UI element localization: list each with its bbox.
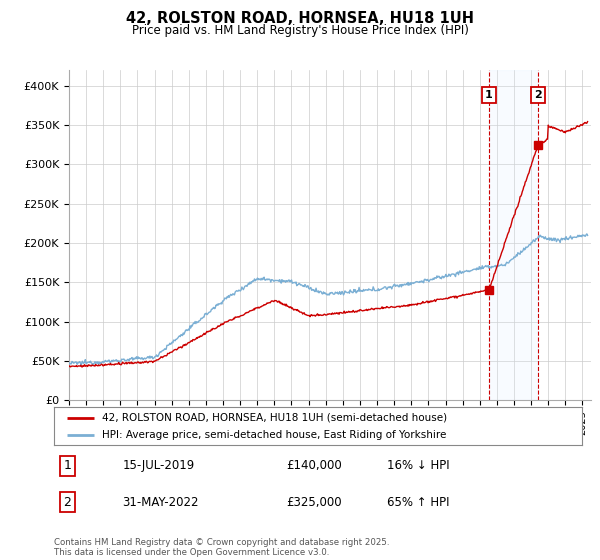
Text: 31-MAY-2022: 31-MAY-2022 (122, 496, 199, 508)
Text: HPI: Average price, semi-detached house, East Riding of Yorkshire: HPI: Average price, semi-detached house,… (101, 430, 446, 440)
Text: 1: 1 (63, 459, 71, 472)
Text: 42, ROLSTON ROAD, HORNSEA, HU18 1UH (semi-detached house): 42, ROLSTON ROAD, HORNSEA, HU18 1UH (sem… (101, 413, 446, 423)
Text: 1: 1 (485, 90, 493, 100)
Text: 65% ↑ HPI: 65% ↑ HPI (386, 496, 449, 508)
Text: 16% ↓ HPI: 16% ↓ HPI (386, 459, 449, 472)
Text: 42, ROLSTON ROAD, HORNSEA, HU18 1UH: 42, ROLSTON ROAD, HORNSEA, HU18 1UH (126, 11, 474, 26)
Text: Contains HM Land Registry data © Crown copyright and database right 2025.
This d: Contains HM Land Registry data © Crown c… (54, 538, 389, 557)
Text: 15-JUL-2019: 15-JUL-2019 (122, 459, 195, 472)
Text: £325,000: £325,000 (286, 496, 342, 508)
Text: 2: 2 (534, 90, 542, 100)
Text: 2: 2 (63, 496, 71, 508)
Text: Price paid vs. HM Land Registry's House Price Index (HPI): Price paid vs. HM Land Registry's House … (131, 24, 469, 37)
Text: £140,000: £140,000 (286, 459, 342, 472)
Bar (489, 70, 538, 400)
